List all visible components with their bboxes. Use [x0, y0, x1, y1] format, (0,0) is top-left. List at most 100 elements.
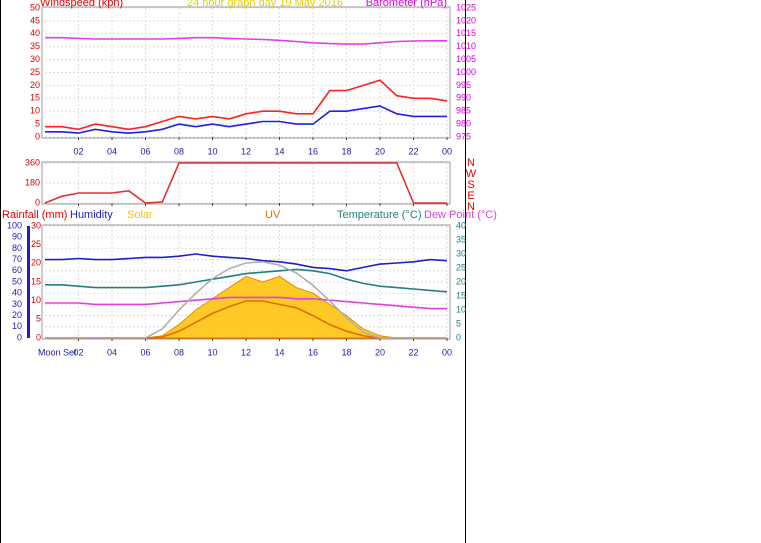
y3-tick-label: 0: [36, 332, 41, 342]
y2-tick-label: W: [466, 168, 477, 180]
y3-tick-label: 25: [31, 239, 41, 249]
y-tick-label: 25: [30, 67, 40, 77]
x-tick-label: 20: [375, 146, 385, 156]
x-tick-label: 10: [207, 347, 217, 357]
x-tick-label: 20: [375, 347, 385, 357]
x-tick-label: 14: [274, 347, 284, 357]
x-tick-label: 22: [408, 146, 418, 156]
series-line: [45, 260, 447, 339]
x-tick-label: 14: [274, 146, 284, 156]
x-tick-label: 18: [341, 146, 351, 156]
x-tick-label: 04: [107, 146, 117, 156]
y2-tick-label: 0: [456, 332, 461, 342]
y2-tick-label: 990: [456, 93, 471, 103]
y-tick-label: 20: [12, 310, 22, 320]
series-line: [45, 79, 448, 131]
x-tick-label: 02: [73, 146, 83, 156]
y3-tick-label: 20: [31, 258, 41, 268]
y-tick-label: 0: [35, 131, 40, 141]
y-tick-label: 180: [25, 177, 40, 187]
y-tick-label: 5: [35, 118, 40, 128]
y-tick-label: 0: [35, 197, 40, 207]
y2-tick-label: 15: [456, 290, 466, 300]
x-tick-label: 22: [408, 347, 418, 357]
x-tick-label: 00: [442, 347, 452, 357]
y-tick-label: 100: [7, 220, 22, 230]
x-tick-label: 08: [174, 146, 184, 156]
y2-tick-label: 1010: [456, 41, 476, 51]
y-tick-label: 30: [30, 54, 40, 64]
y2-tick-label: 985: [456, 106, 471, 116]
series-line: [45, 36, 447, 45]
y-tick-label: 50: [30, 2, 40, 12]
y2-tick-label: 35: [456, 234, 466, 244]
series-line: [45, 296, 447, 310]
legend-label: Dew Point (°C): [424, 209, 497, 221]
y-tick-label: 60: [12, 265, 22, 275]
x-tick-label: 18: [341, 347, 351, 357]
x-axis-note: Moon Set: [38, 347, 77, 357]
y3-tick-label: 30: [31, 220, 41, 230]
y3-tick-label: 15: [31, 276, 41, 286]
y2-tick-label: 980: [456, 118, 471, 128]
y-tick-label: 10: [12, 321, 22, 331]
series-line: [45, 253, 448, 272]
y-tick-label: 80: [12, 243, 22, 253]
y2-tick-label: 1020: [456, 15, 476, 25]
chart-title: 24 hour graph day 19 May 2016: [187, 0, 343, 9]
y2-tick-label: 995: [456, 80, 471, 90]
y-tick-label: 50: [12, 276, 22, 286]
humidity-axis-bar: [27, 226, 30, 338]
series-line: [44, 162, 447, 204]
y-tick-label: 90: [12, 232, 22, 242]
y2-tick-label: 5: [456, 318, 461, 328]
y3-tick-label: 10: [31, 295, 41, 305]
y-tick-label: 35: [30, 41, 40, 51]
y2-tick-label: 10: [456, 304, 466, 314]
y-tick-label: 20: [30, 80, 40, 90]
x-tick-label: 04: [107, 347, 117, 357]
y-tick-label: 40: [30, 28, 40, 38]
y2-tick-label: 1025: [456, 2, 476, 12]
x-tick-label: 16: [308, 347, 318, 357]
legend-label: Temperature (°C): [337, 209, 421, 221]
y2-tick-label: 1000: [456, 67, 476, 77]
y-tick-label: 70: [12, 254, 22, 264]
y2-tick-label: 1005: [456, 54, 476, 64]
y-tick-label: 30: [12, 299, 22, 309]
y-tick-label: 0: [17, 332, 22, 342]
y-tick-label: 10: [30, 106, 40, 116]
x-tick-label: 12: [241, 146, 251, 156]
y2-tick-label: 40: [456, 220, 466, 230]
x-tick-label: 02: [73, 347, 83, 357]
y2-tick-label: 1015: [456, 28, 476, 38]
series-line: [45, 268, 448, 293]
y2-tick-label: S: [467, 179, 474, 191]
y-tick-label: 360: [25, 157, 40, 167]
y-tick-label: 40: [12, 288, 22, 298]
x-tick-label: 06: [140, 347, 150, 357]
x-tick-label: 00: [442, 146, 452, 156]
x-tick-label: 10: [207, 146, 217, 156]
x-tick-label: 08: [174, 347, 184, 357]
y3-tick-label: 5: [36, 314, 41, 324]
y2-tick-label: 975: [456, 131, 471, 141]
y-axis-title: Windspeed (kph): [40, 0, 123, 9]
y2-tick-label: 20: [456, 276, 466, 286]
y2-tick-label: 30: [456, 248, 466, 258]
y2-tick-label: N: [467, 157, 475, 169]
legend-label: Rainfall (mm): [2, 209, 67, 221]
y-tick-label: 15: [30, 93, 40, 103]
y2-tick-label: N: [467, 201, 475, 213]
y2-axis-title: Barometer (hPa): [366, 0, 447, 9]
legend-label: Solar: [127, 209, 153, 221]
legend-label: UV: [265, 209, 281, 221]
x-tick-label: 16: [308, 146, 318, 156]
series-line: [45, 105, 447, 134]
legend-label: Humidity: [70, 209, 113, 221]
y2-tick-label: 25: [456, 262, 466, 272]
y-tick-label: 45: [30, 15, 40, 25]
x-tick-label: 06: [140, 146, 150, 156]
x-tick-label: 12: [241, 347, 251, 357]
